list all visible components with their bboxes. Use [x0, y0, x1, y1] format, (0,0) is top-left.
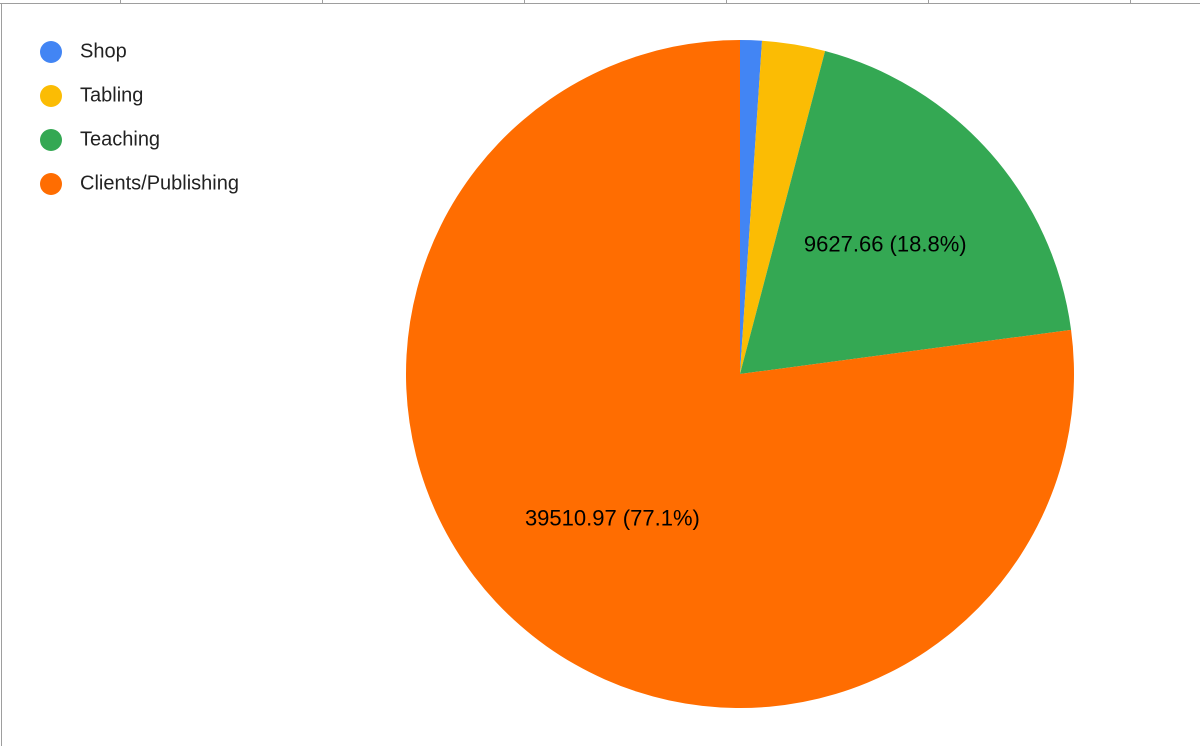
pie-slice — [406, 40, 1075, 709]
legend-swatch — [40, 85, 62, 107]
pie-slice — [740, 40, 826, 374]
legend-label: Clients/Publishing — [80, 172, 239, 194]
slice-label: 9627.66 (18.8%) — [804, 232, 967, 257]
slice-label: 39510.97 (77.1%) — [525, 506, 700, 531]
legend-swatch — [40, 129, 62, 151]
legend-swatch — [40, 173, 62, 195]
pie-slice — [740, 40, 763, 374]
legend-label: Teaching — [80, 128, 160, 150]
pie-slice — [740, 51, 1072, 375]
legend-label: Tabling — [80, 84, 143, 106]
legend-swatch — [40, 41, 62, 63]
legend-label: Shop — [80, 40, 127, 62]
